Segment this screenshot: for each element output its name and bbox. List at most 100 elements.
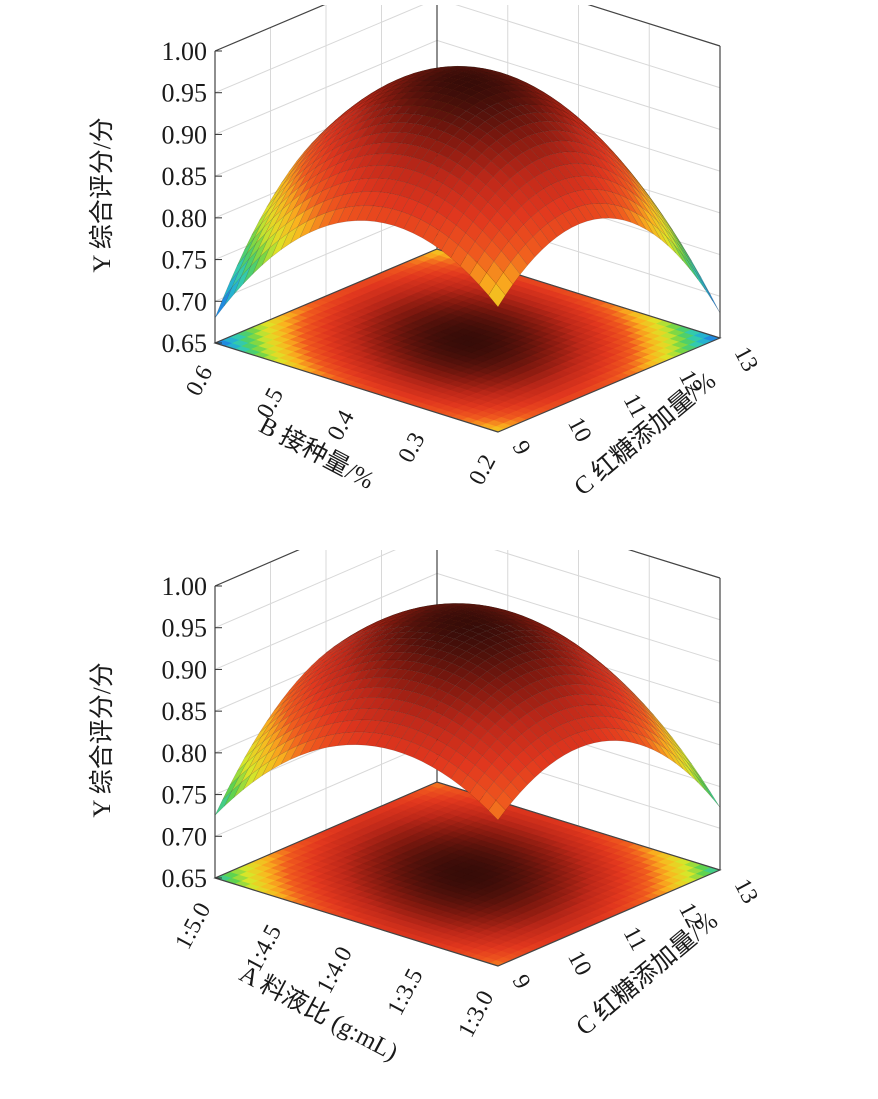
bottom-surface-cell [646, 707, 664, 727]
top-surface-cell [393, 78, 412, 87]
bottom-y-tick-label: 9 [507, 971, 536, 994]
bottom-surface-cell [680, 760, 699, 783]
bottom-surface-cell [450, 767, 469, 787]
bottom-surface-cell [326, 682, 345, 697]
top-x-tick-label: 0.3 [394, 428, 431, 467]
bottom-surface-cell [289, 741, 308, 761]
top-surface-cell [273, 172, 292, 195]
top-surface-cell [473, 153, 492, 169]
top-surface-cell [502, 90, 521, 99]
bottom-surface-cell [280, 745, 299, 765]
top-y-tick-label: 10 [562, 413, 596, 446]
bottom-surface-cell [367, 625, 385, 635]
top-surface-cell [386, 113, 405, 124]
bottom-surface-cell [272, 715, 290, 735]
top-surface-cell [478, 272, 497, 296]
bottom-surface-cell [348, 631, 366, 643]
bottom-surface-cell [324, 675, 343, 690]
top-surface-cell [463, 203, 481, 223]
bottom-surface-cell [322, 669, 342, 684]
top-surface-cell [457, 76, 476, 83]
bottom-surface-cell [331, 642, 350, 655]
top-surface-cell [406, 70, 424, 77]
top-surface-cell [250, 239, 268, 267]
bottom-x-tick-label: 1:3.5 [383, 965, 429, 1020]
top-surface-cell [597, 189, 615, 206]
top-surface-cell [323, 138, 341, 156]
bottom-surface-cell [371, 617, 389, 627]
bottom-z-tick-label: 0.90 [162, 655, 208, 684]
bottom-surface-cell [588, 655, 606, 670]
bottom-surface-cell [377, 651, 396, 661]
top-surface-cell [343, 107, 361, 122]
bottom-surface-cell [433, 622, 452, 630]
top-surface-cell [673, 243, 691, 270]
bottom-surface-cell [273, 692, 292, 711]
surface-plot-bottom: 0.65 0.70 0.75 0.80 0.85 0.90 0.95 1.00 1:5.0 1:4… [80, 550, 770, 1088]
top-surface-cell [384, 80, 402, 90]
top-surface-cell [494, 123, 512, 136]
top-surface-cell [624, 187, 643, 208]
bottom-surface-cell [464, 615, 484, 622]
top-surface-cell [436, 131, 454, 145]
bottom-surface-cell [404, 607, 422, 613]
top-surface-cell [375, 84, 393, 94]
bottom-surface-cell [410, 730, 429, 747]
bottom-surface-cell [463, 732, 481, 749]
top-surface-cell [214, 287, 233, 319]
top-x-tick-label: 0.4 [323, 406, 360, 445]
top-surface-cell [263, 203, 281, 229]
bottom-surface-cell [423, 605, 441, 609]
bottom-surface-cell [375, 644, 394, 654]
top-surface-cell [348, 98, 366, 112]
top-z-tick-label: 1.00 [162, 37, 208, 66]
bottom-top-frame [214, 550, 721, 587]
bottom-surface-cell [431, 755, 450, 773]
top-surface-cell [336, 147, 355, 165]
top-surface-cell [308, 212, 327, 234]
bottom-surface-cell [329, 640, 348, 654]
bottom-surface-cell [437, 610, 455, 615]
top-surface-cell [346, 205, 365, 222]
top-surface-cell [347, 114, 365, 129]
top-surface-cell [300, 144, 318, 164]
top-surface-cell [324, 118, 342, 135]
bottom-y-axis-label: C 红糖添加量/% [571, 907, 724, 1041]
top-surface-cell [379, 122, 398, 134]
top-surface-cell [410, 201, 429, 220]
bottom-surface-cell [346, 630, 364, 642]
bottom-surface-cell [241, 760, 259, 783]
bottom-surface-cell [250, 753, 268, 775]
top-surface-cell [390, 132, 409, 144]
top-surface-cell [371, 83, 389, 94]
bottom-surface-cell [658, 744, 676, 764]
bottom-surface-cell [547, 657, 566, 667]
top-z-tick-label: 0.70 [162, 287, 208, 316]
top-surface-cell [323, 183, 342, 202]
top-surface-cell [324, 144, 343, 163]
top-surface-cell [438, 72, 457, 78]
top-surface-cell [236, 238, 255, 266]
top-surface-cell [469, 262, 487, 286]
top-surface-cell [402, 144, 421, 158]
top-surface-cell [431, 230, 450, 251]
bottom-surface-cell [397, 609, 415, 616]
top-surface-cell [272, 194, 290, 219]
bottom-surface-cell [460, 660, 479, 673]
top-surface-cell [461, 185, 479, 204]
bottom-surface-cell [371, 633, 390, 643]
bottom-surface-cell [370, 708, 389, 722]
bottom-z-axis-label: Y 综合评分/分 [88, 662, 116, 817]
bottom-surface-cell [594, 704, 613, 718]
bottom-z-gridline [214, 550, 721, 629]
top-surface-cell [688, 261, 706, 290]
bottom-z-tick-label: 0.75 [162, 781, 208, 810]
bottom-surface-cell [374, 677, 392, 688]
bottom-y-tick-label: 11 [618, 923, 652, 956]
bottom-surface-cell [402, 607, 420, 613]
bottom-surface-cell [315, 654, 333, 669]
bottom-surface-cell [344, 719, 363, 734]
bottom-surface-cell [320, 646, 338, 660]
top-surface-cell [506, 213, 524, 233]
bottom-surface-cell [332, 665, 351, 680]
